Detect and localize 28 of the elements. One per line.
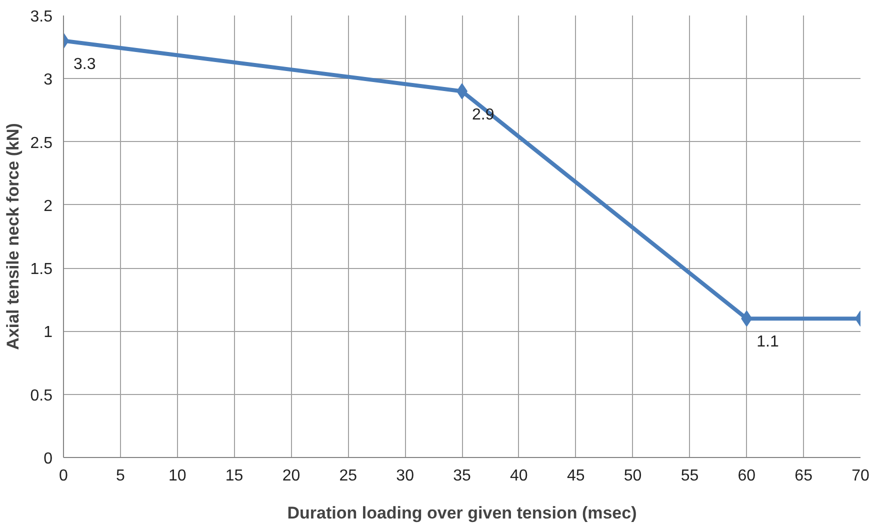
y-tick-label: 0 [44,450,53,468]
y-tick-label: 1 [44,324,53,342]
x-tick-label: 45 [566,468,585,484]
y-tick-label: 2.5 [30,134,53,152]
x-axis-title: Duration loading over given tension (msec) [287,504,637,522]
x-tick-label: 15 [225,468,244,484]
y-tick-label: 2 [44,198,53,215]
x-tick-label: 60 [738,468,756,484]
y-axis-title: Axial tensile neck force (kN) [3,123,22,350]
y-tick-label: 0.5 [30,387,53,404]
data-label: 3.3 [74,56,96,73]
x-tick-label: 55 [680,468,699,484]
x-tick-label: 70 [852,468,870,484]
x-tick-label: 10 [168,468,186,484]
y-tick-label: 1.5 [30,261,53,278]
data-label: 1.1 [756,334,779,351]
x-tick-label: 25 [339,468,358,484]
y-tick-label: 3.5 [30,8,53,26]
x-tick-label: 40 [510,468,528,484]
x-tick-label: 20 [282,468,300,484]
x-tick-label: 30 [396,468,414,484]
y-tick-label: 3 [44,72,53,89]
x-tick-label: 65 [794,468,813,484]
x-tick-label: 50 [624,468,642,484]
x-tick-label: 35 [453,468,471,484]
x-tick-label: 5 [116,468,125,484]
data-label: 2.9 [472,106,494,124]
x-tick-label: 0 [59,468,68,484]
